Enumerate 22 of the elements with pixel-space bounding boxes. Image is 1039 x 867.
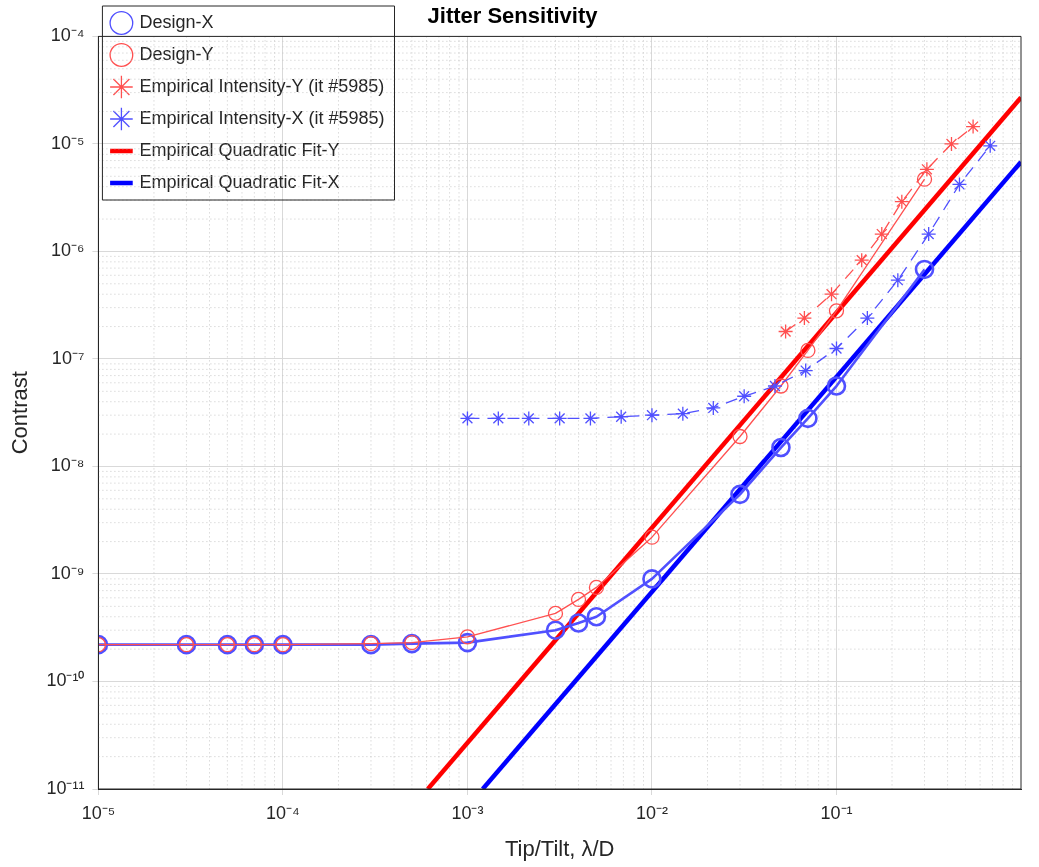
x-axis-title: Tip/Tilt, λ/D (504, 835, 615, 861)
x-tick-label: 10⁻⁴ (266, 802, 300, 823)
x-tick-label: 10⁻¹ (820, 802, 853, 823)
y-tick-label: 10⁻⁶ (50, 240, 85, 261)
x-tick-label: 10⁻³ (451, 802, 484, 823)
y-axis-title: Contrast (7, 371, 33, 455)
legend-label: Design-Y (139, 43, 214, 64)
y-tick-label: 10⁻⁷ (51, 347, 85, 368)
y-tick-label: 10⁻⁹ (50, 562, 85, 583)
legend-label: Empirical Quadratic Fit-Y (139, 139, 340, 160)
legend-label: Empirical Intensity-Y (it #5985) (139, 75, 385, 96)
y-tick-label: 10⁻⁴ (50, 25, 85, 46)
legend-label: Design-X (139, 11, 214, 32)
x-tick-label: 10⁻⁵ (81, 802, 116, 823)
y-tick-label: 10⁻⁵ (50, 132, 85, 153)
y-tick-label: 10⁻¹¹ (46, 777, 85, 798)
chart-title: Jitter Sensitivity (427, 3, 599, 29)
legend-label: Empirical Intensity-X (it #5985) (139, 107, 385, 128)
x-tick-label: 10⁻² (635, 802, 668, 823)
y-tick-label: 10⁻¹⁰ (46, 670, 85, 691)
y-tick-label: 10⁻⁸ (50, 455, 85, 476)
legend-label: Empirical Quadratic Fit-X (139, 171, 340, 192)
